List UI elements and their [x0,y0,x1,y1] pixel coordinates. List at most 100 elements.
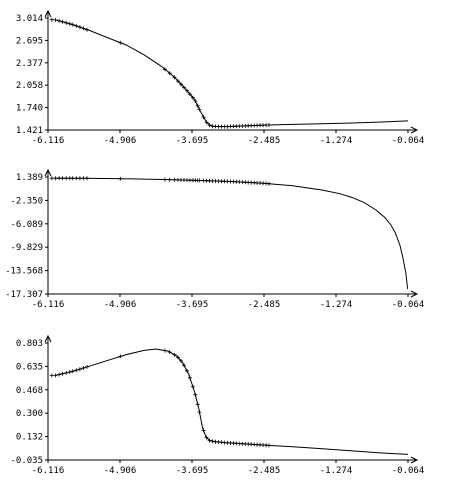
data-point-marker [207,123,212,128]
x-tick-label: -3.695 [176,466,209,476]
data-point-marker [81,26,86,31]
y-axis-arrow [44,334,52,343]
x-tick-label: -6.116 [32,466,65,476]
x-tick-label: -3.695 [176,300,209,310]
x-tick-label: -6.116 [32,136,65,146]
data-point-marker [267,443,271,448]
data-point-marker [64,176,69,181]
y-tick-label: 1.389 [16,173,43,183]
data-point-marker [172,352,177,357]
data-point-marker [187,92,192,97]
data-point-marker [60,19,65,24]
x-tick-label: -4.906 [104,136,137,146]
data-point-marker [49,17,54,22]
data-point-marker [162,67,167,72]
data-point-marker [70,176,75,181]
data-point-marker [210,439,215,444]
data-point-marker [118,40,123,45]
data-point-marker [118,354,123,359]
y-axis-arrow [44,9,52,18]
data-point-marker [197,410,202,415]
y-tick-label: -17.307 [5,290,43,300]
data-point-marker [176,79,180,84]
data-point-marker [77,25,82,30]
data-point-marker [197,178,202,183]
data-point-marker [67,370,72,374]
data-point-marker [185,88,189,93]
data-point-marker [204,435,209,440]
chart-panel-2: 1.389 -2.350 -6.089 -9.829 -13.568 -17.307-6.… [5,168,425,310]
data-point-marker [190,95,195,100]
data-point-marker [85,176,89,181]
data-point-marker [53,373,58,378]
data-point-marker [201,115,206,120]
x-tick-label: -4.906 [104,300,137,310]
data-point-marker [195,103,200,108]
data-point-marker [57,176,62,181]
data-point-marker [167,71,172,76]
y-tick-label: 0.468 [16,386,43,396]
data-point-marker [64,20,69,25]
data-point-marker [172,177,177,182]
x-tick-label: -4.906 [104,466,137,476]
data-point-marker [77,367,82,372]
y-tick-label: 1.421 [16,126,43,136]
x-tick-label: -3.695 [176,136,209,146]
y-tick-label: 2.695 [16,36,43,46]
data-point-marker [201,428,206,433]
x-tick-label: -0.064 [392,136,425,146]
data-point-marker [67,21,72,26]
y-tick-label: -13.568 [5,267,43,277]
y-axis-arrow [44,168,52,177]
data-point-marker [74,176,79,181]
y-tick-label: -0.035 [10,456,43,466]
data-point-marker [118,176,123,181]
data-point-marker [162,177,167,182]
x-tick-label: -0.064 [392,466,425,476]
data-point-marker [74,368,79,373]
data-point-marker [167,350,172,355]
y-tick-label: 0.132 [16,433,43,443]
data-point-marker [60,176,65,181]
data-point-marker [190,384,195,389]
y-tick-label: -2.350 [10,196,43,206]
data-point-marker [53,176,58,181]
x-tick-label: -2.485 [248,300,281,310]
x-tick-label: -6.116 [32,300,65,310]
data-point-marker [179,358,183,363]
data-point-marker [49,373,54,378]
chart-panel-3: 0.803 0.635 0.468 0.300 0.132 -0.035-6.116 -4.… [10,334,425,476]
data-point-marker [60,371,65,376]
data-point-marker [70,22,75,27]
data-point-marker [85,27,89,32]
x-axis-arrow [410,290,419,298]
series-line [54,348,409,455]
data-point-marker [187,375,192,380]
data-point-marker [182,363,186,368]
data-point-marker [74,23,79,28]
x-tick-label: -2.485 [248,136,281,146]
data-point-marker [70,369,75,374]
x-tick-label: -0.064 [392,300,425,310]
y-tick-label: 0.803 [16,339,43,349]
data-point-marker [77,176,82,181]
y-tick-label: 1.740 [16,104,43,114]
data-point-marker [57,18,62,23]
x-tick-label: -1.274 [320,136,353,146]
series-line [54,177,409,289]
data-point-marker [267,181,271,186]
x-axis-arrow [410,456,419,464]
data-point-marker [57,372,62,377]
x-axis-arrow [410,126,419,134]
x-tick-label: -2.485 [248,466,281,476]
x-tick-label: -1.274 [320,300,353,310]
y-tick-label: 0.635 [16,362,43,372]
data-point-marker [195,402,200,407]
data-point-marker [53,17,58,22]
data-point-marker [162,348,167,353]
data-point-marker [267,123,271,127]
data-point-marker [172,75,177,80]
data-point-marker [197,107,202,112]
data-point-marker [193,392,198,397]
